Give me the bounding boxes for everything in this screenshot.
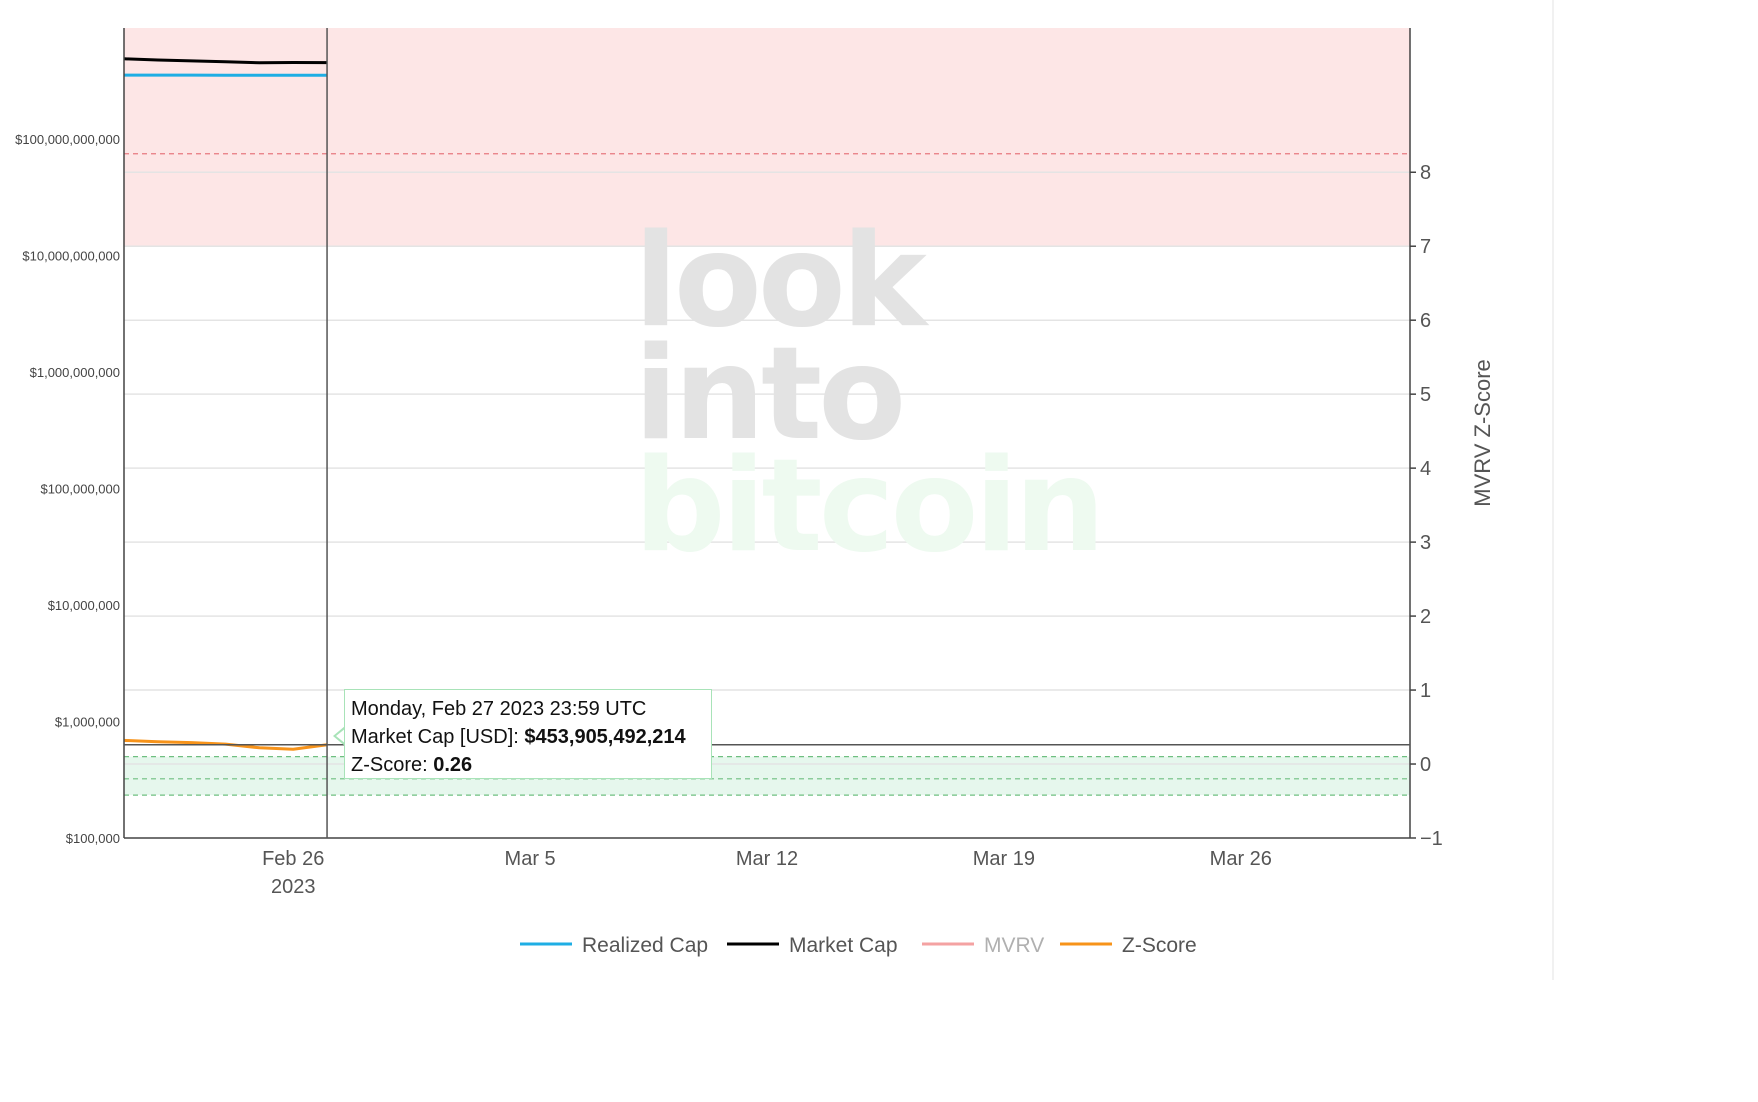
- tooltip-zscore-value: 0.26: [433, 754, 473, 776]
- right-axis-title: MVRV Z-Score: [1470, 359, 1495, 507]
- x-tick-label: Mar 5: [505, 848, 556, 870]
- legend-label: MVRV: [984, 934, 1044, 957]
- tooltip-pointer-inner: [336, 728, 346, 744]
- x-tick-sublabel: 2023: [271, 876, 316, 898]
- legend-item-market-cap[interactable]: Market Cap: [727, 934, 898, 957]
- tooltip-title: Monday, Feb 27 2023 23:59 UTC: [351, 698, 647, 720]
- left-tick-label: $10,000,000: [48, 598, 120, 613]
- right-tick-label: 5: [1420, 384, 1431, 406]
- x-tick-label: Mar 26: [1210, 848, 1272, 870]
- axes: [123, 28, 1411, 839]
- market-cap-line: [123, 57, 328, 65]
- x-tick-label: Mar 12: [736, 848, 798, 870]
- right-tick-label: 8: [1420, 162, 1431, 184]
- legend-label: Market Cap: [789, 934, 898, 957]
- legend-label: Z-Score: [1122, 934, 1197, 957]
- tooltip-zscore-label: Z-Score:: [351, 754, 434, 776]
- left-tick-label: $1,000,000,000: [30, 365, 120, 380]
- tooltip-market-cap-label: Market Cap [USD]:: [351, 726, 525, 748]
- legend-item-realized-cap[interactable]: Realized Cap: [520, 934, 708, 957]
- left-tick-label: $10,000,000,000: [22, 249, 120, 264]
- legend[interactable]: Realized Cap Market Cap MVRV Z-Score: [520, 934, 1197, 957]
- legend-item-z-score[interactable]: Z-Score: [1060, 934, 1197, 957]
- page-edge: [1552, 0, 1554, 980]
- overvalued-band: [124, 28, 1410, 247]
- right-axis-ticks: 8 7 6 5 4 3 2 1 0 −1: [1410, 162, 1443, 850]
- right-tick-label: 6: [1420, 310, 1431, 332]
- watermark-word: bitcoin: [634, 432, 1102, 581]
- tooltip-zscore-row: Z-Score: 0.26: [351, 751, 705, 779]
- watermark-word: look: [634, 207, 930, 356]
- right-tick-label: 7: [1420, 236, 1431, 258]
- right-tick-label: 0: [1420, 754, 1431, 776]
- gridlines: [124, 171, 1410, 765]
- undervalued-band: [124, 756, 1410, 796]
- right-tick-label: 1: [1420, 680, 1431, 702]
- left-tick-label: $100,000,000,000: [15, 132, 120, 147]
- left-tick-label: $1,000,000: [55, 715, 120, 730]
- hover-tooltip: Monday, Feb 27 2023 23:59 UTC Market Cap…: [344, 689, 712, 779]
- left-axis-ticks: $100,000,000,000 $10,000,000,000 $1,000,00…: [15, 132, 120, 846]
- right-tick-label: 2: [1420, 606, 1431, 628]
- right-tick-label: 3: [1420, 532, 1431, 554]
- x-axis-ticks: Feb 26 2023 Mar 5 Mar 12 Mar 19 Mar 26: [262, 848, 1272, 898]
- legend-item-mvrv[interactable]: MVRV: [922, 934, 1044, 957]
- right-tick-label: 4: [1420, 458, 1431, 480]
- tooltip-market-cap-value: $453,905,492,214: [524, 726, 686, 748]
- zone-bands: [124, 28, 1410, 796]
- right-tick-label: −1: [1420, 828, 1443, 850]
- left-tick-label: $100,000,000: [40, 482, 120, 497]
- left-tick-label: $100,000: [66, 831, 120, 846]
- x-tick-label: Mar 19: [973, 848, 1035, 870]
- watermark-word: into: [634, 320, 902, 469]
- tooltip-market-cap-row: Market Cap [USD]: $453,905,492,214: [351, 723, 705, 751]
- x-tick-label: Feb 26: [262, 848, 324, 870]
- legend-label: Realized Cap: [582, 934, 708, 957]
